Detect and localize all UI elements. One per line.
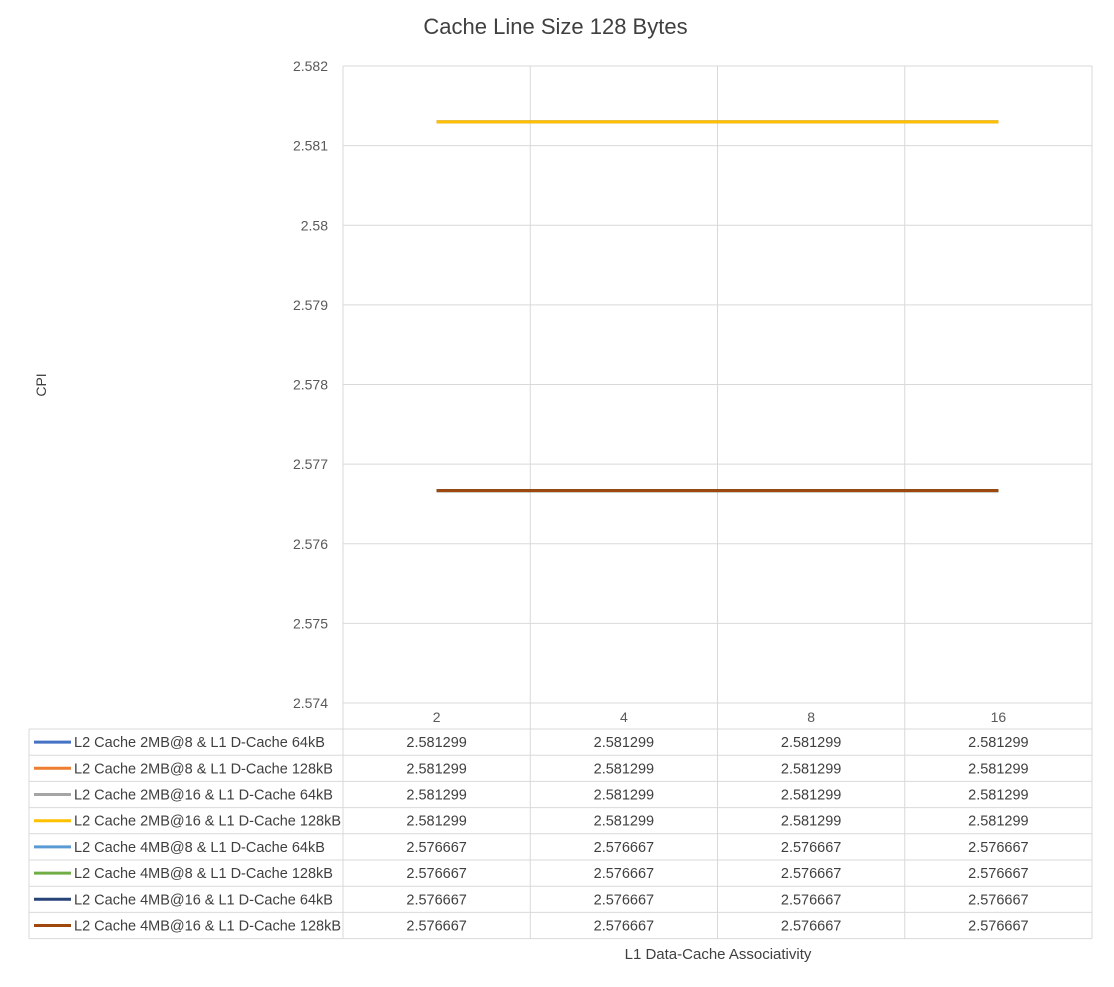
legend-entry: L2 Cache 2MB@8 & L1 D-Cache 64kB [74, 735, 325, 751]
data-label: 2.576667 [406, 840, 466, 856]
x-category-label: 16 [991, 709, 1007, 725]
data-label: 2.581299 [406, 788, 466, 804]
data-label: 2.581299 [781, 814, 841, 830]
y-tick-label: 2.575 [293, 615, 328, 631]
data-label: 2.581299 [781, 788, 841, 804]
data-label: 2.581299 [594, 761, 654, 777]
y-tick-label: 2.581 [293, 138, 328, 154]
legend-entry: L2 Cache 2MB@8 & L1 D-Cache 128kB [74, 761, 333, 777]
legend-entry: L2 Cache 2MB@16 & L1 D-Cache 128kB [74, 814, 341, 830]
y-tick-label: 2.574 [293, 695, 328, 711]
data-label: 2.581299 [594, 735, 654, 751]
y-tick-label: 2.58 [301, 217, 328, 233]
data-label: 2.581299 [406, 814, 466, 830]
legend-entry: L2 Cache 4MB@8 & L1 D-Cache 128kB [74, 866, 333, 882]
data-label: 2.581299 [594, 814, 654, 830]
data-label: 2.576667 [406, 892, 466, 908]
data-label: 2.581299 [406, 735, 466, 751]
data-label: 2.576667 [968, 892, 1028, 908]
data-label: 2.576667 [594, 866, 654, 882]
legend-entry: L2 Cache 4MB@16 & L1 D-Cache 64kB [74, 892, 333, 908]
data-label: 2.581299 [594, 788, 654, 804]
data-label: 2.576667 [968, 840, 1028, 856]
y-tick-label: 2.577 [293, 456, 328, 472]
series-lines [436, 120, 999, 493]
chart-title: Cache Line Size 128 Bytes [423, 14, 688, 39]
data-label: 2.576667 [781, 866, 841, 882]
legend-entry: L2 Cache 4MB@8 & L1 D-Cache 64kB [74, 840, 325, 856]
x-category-label: 8 [807, 709, 815, 725]
data-label: 2.581299 [968, 814, 1028, 830]
data-label: 2.576667 [968, 919, 1028, 935]
data-label: 2.576667 [406, 919, 466, 935]
data-label: 2.581299 [968, 761, 1028, 777]
legend-entry: L2 Cache 2MB@16 & L1 D-Cache 64kB [74, 788, 333, 804]
y-tick-label: 2.578 [293, 377, 328, 393]
x-category-label: 2 [433, 709, 441, 725]
y-axis-ticks: 2.574 2.575 2.576 2.577 2.578 2.579 2.58 2.581 2… [293, 58, 328, 711]
x-category-label: 4 [620, 709, 628, 725]
data-label: 2.576667 [406, 866, 466, 882]
grid [342, 65, 1093, 939]
data-label: 2.581299 [406, 761, 466, 777]
y-tick-label: 2.579 [293, 297, 328, 313]
legend-entry: L2 Cache 4MB@16 & L1 D-Cache 128kB [74, 919, 341, 935]
data-label: 2.576667 [968, 866, 1028, 882]
x-axis-label: L1 Data-Cache Associativity [624, 946, 812, 963]
data-label: 2.581299 [968, 788, 1028, 804]
data-label: 2.576667 [594, 919, 654, 935]
data-label: 2.576667 [781, 892, 841, 908]
data-label: 2.576667 [781, 840, 841, 856]
data-table: 2 4 8 16 L2 Cache 2MB@8 & L1 D-Cache 64kB 2.5… [28, 709, 1092, 940]
data-label: 2.581299 [968, 735, 1028, 751]
data-label: 2.576667 [594, 892, 654, 908]
data-label: 2.576667 [781, 919, 841, 935]
y-tick-label: 2.582 [293, 58, 328, 74]
data-label: 2.581299 [781, 735, 841, 751]
data-label: 2.576667 [594, 840, 654, 856]
y-tick-label: 2.576 [293, 536, 328, 552]
data-label: 2.581299 [781, 761, 841, 777]
